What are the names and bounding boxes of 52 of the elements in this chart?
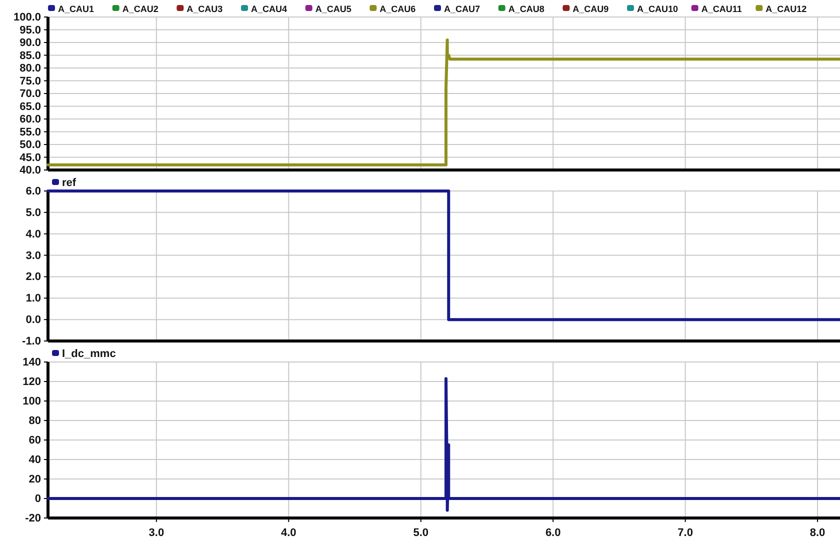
y-tick-label: 2.0: [26, 271, 41, 284]
y-tick-label: 95.0: [20, 24, 41, 36]
legend-label: A_CAU6: [380, 4, 416, 14]
legend-label: A_CAU7: [444, 4, 480, 14]
y-tick-label: 45.0: [20, 152, 41, 164]
y-tick-label: 100.0: [13, 12, 41, 24]
legend-label: A_CAU2: [122, 4, 158, 14]
y-tick-label: 20: [28, 474, 41, 486]
y-tick-label: 3.0: [26, 250, 41, 262]
y-tick-label: 40.0: [20, 164, 41, 177]
y-tick-label: 90.0: [20, 37, 41, 50]
y-tick-label: 120: [22, 376, 41, 388]
line-series: [46, 377, 840, 512]
y-tick-label: 40: [28, 454, 41, 466]
legend-label: ref: [62, 177, 76, 189]
y-tick-label: -20: [25, 512, 41, 525]
legend-label: A_CAU8: [508, 4, 544, 14]
legend-label: A_CAU12: [766, 4, 807, 14]
y-tick-label: 0: [34, 493, 41, 506]
x-tick-label: 8.0: [810, 527, 826, 539]
y-tick-label: 100: [22, 396, 41, 408]
y-tick-label: 4.0: [26, 228, 41, 240]
x-tick-label: 7.0: [678, 527, 693, 539]
y-tick-label: 55.0: [20, 126, 41, 138]
y-tick-label: -1.0: [22, 336, 41, 348]
y-tick-label: 50.0: [20, 139, 41, 152]
legend-label: A_CAU9: [572, 4, 609, 14]
x-tick-label: 6.0: [545, 527, 561, 539]
y-tick-label: 60: [28, 434, 41, 447]
y-tick-label: 80.0: [20, 62, 41, 75]
legend-label: A_CAU4: [251, 4, 288, 14]
y-tick-label: 6.0: [26, 186, 41, 198]
y-tick-label: 65.0: [20, 100, 41, 113]
y-tick-label: 1.0: [26, 292, 41, 305]
y-tick-label: 75.0: [20, 75, 41, 88]
x-tick-label: 5.0: [413, 527, 429, 539]
line-series: [46, 38, 840, 166]
y-tick-label: 0.0: [26, 314, 41, 326]
legend-label: A_CAU3: [186, 4, 223, 14]
legend-label: A_CAU11: [701, 4, 742, 14]
legend-label: I_dc_mmc: [62, 348, 116, 360]
legend-label: A_CAU5: [315, 4, 352, 14]
legend-label: A_CAU1: [58, 4, 94, 14]
y-tick-label: 60.0: [20, 114, 41, 126]
x-tick-label: 4.0: [280, 527, 296, 539]
y-tick-label: 5.0: [26, 206, 41, 219]
y-tick-label: 70.0: [20, 88, 41, 100]
y-tick-label: 80: [28, 415, 41, 428]
x-tick-label: 3.0: [148, 527, 164, 539]
legend-label: A_CAU10: [637, 4, 678, 14]
y-tick-label: 140: [22, 356, 41, 369]
y-tick-label: 85.0: [20, 50, 41, 62]
